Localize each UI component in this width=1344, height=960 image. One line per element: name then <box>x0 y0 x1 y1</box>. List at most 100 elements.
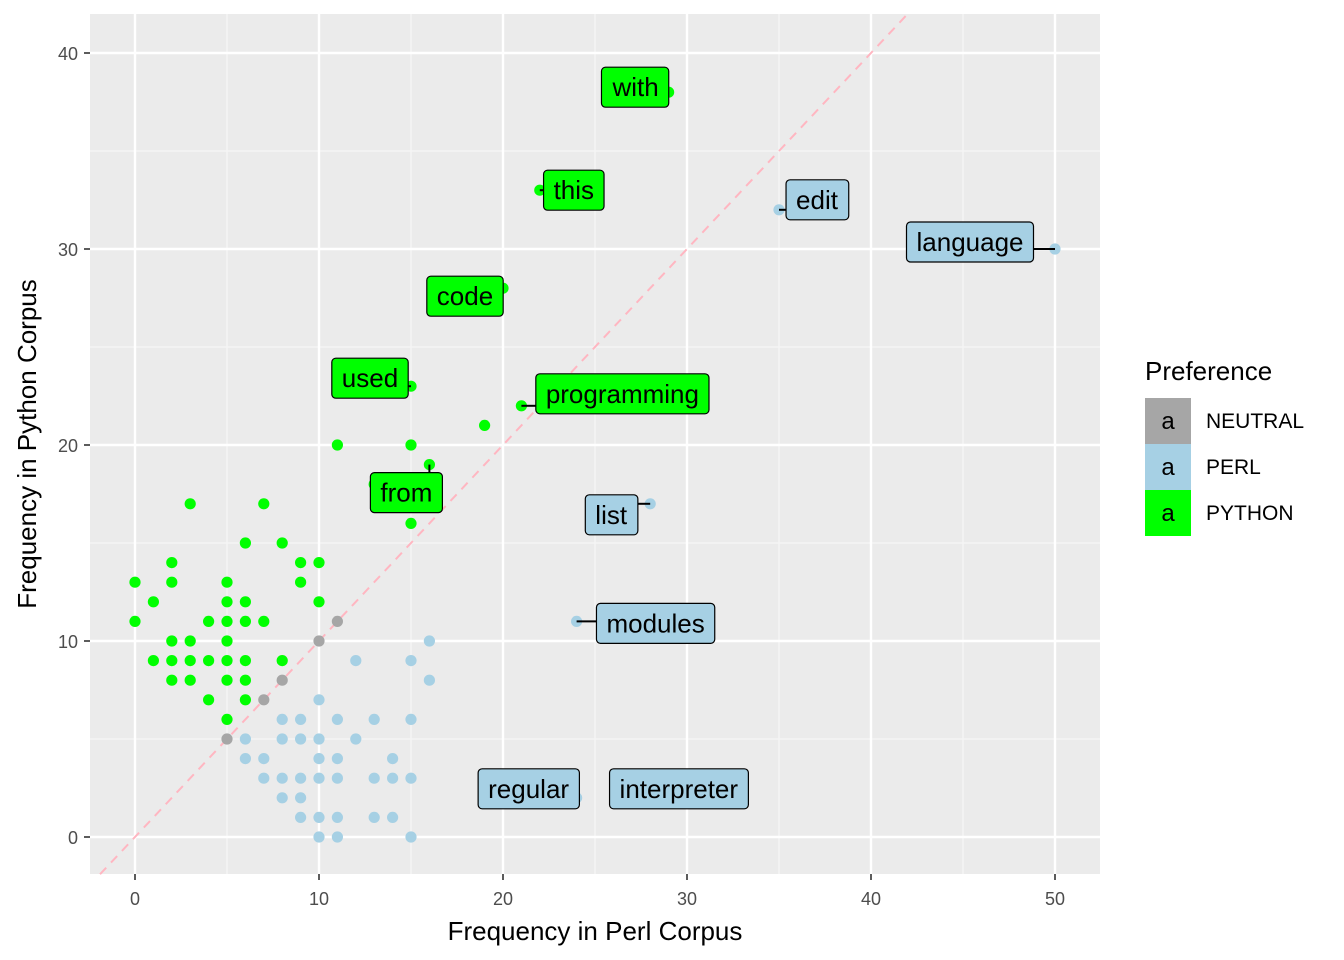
point-perl <box>313 811 325 824</box>
point-neutral <box>331 615 343 628</box>
point-perl <box>331 811 343 824</box>
legend-key-letter: a <box>1161 454 1175 481</box>
point-neutral <box>276 674 288 686</box>
reference-line <box>99 15 907 875</box>
point-label-text: this <box>554 175 594 205</box>
point-python <box>313 596 325 608</box>
point-perl <box>368 713 380 726</box>
point-label: code <box>426 275 504 317</box>
point-python <box>221 576 233 588</box>
point-label: this <box>539 169 605 211</box>
point-python <box>221 713 233 726</box>
point-label: used <box>331 357 411 399</box>
y-tick-label: 0 <box>68 828 78 848</box>
label-box <box>477 768 581 810</box>
point-perl <box>239 753 251 765</box>
point-label: programming <box>521 373 710 415</box>
legend-label: PYTHON <box>1206 502 1294 525</box>
point-perl <box>405 772 417 784</box>
point-python <box>184 635 196 647</box>
y-axis-title: Frequency in Python Corpus <box>12 279 42 609</box>
point-python <box>184 655 196 667</box>
point-perl <box>405 655 417 667</box>
y-tick-label: 20 <box>58 436 78 456</box>
point-python <box>295 557 307 569</box>
x-tick-label: 0 <box>130 889 140 909</box>
point-python <box>147 655 159 667</box>
point-perl <box>258 772 270 784</box>
point-label-text: language <box>917 227 1024 257</box>
legend-key-letter: a <box>1161 408 1175 435</box>
point-python <box>239 615 251 628</box>
point-label: with <box>600 66 670 108</box>
point-python <box>221 635 233 647</box>
point-python <box>276 537 288 549</box>
x-tick-label: 20 <box>493 889 513 909</box>
point-python <box>203 615 215 628</box>
y-tick-label: 40 <box>58 44 78 64</box>
point-python <box>331 439 343 451</box>
point-python <box>147 596 159 608</box>
point-perl <box>368 811 380 824</box>
point-label: list <box>584 494 651 536</box>
point-python <box>184 498 196 510</box>
point-python <box>203 655 215 667</box>
point-python <box>405 439 417 451</box>
point-label-text: with <box>611 72 658 102</box>
label-box <box>905 221 1035 263</box>
axes: 0 10 20 30 40 50 0 10 20 30 40 <box>58 44 1065 909</box>
point-label: interpreter <box>608 768 749 810</box>
point-label-text: list <box>595 500 628 530</box>
point-python <box>166 576 178 588</box>
point-perl <box>276 713 288 726</box>
x-tick-label: 10 <box>309 889 329 909</box>
point-python <box>479 419 491 431</box>
point-perl <box>387 811 399 824</box>
legend-key-perl <box>1145 444 1191 490</box>
point-perl <box>313 733 325 745</box>
point-python <box>405 517 417 530</box>
point-perl <box>313 753 325 765</box>
label-box <box>535 373 710 415</box>
point-python <box>166 557 178 569</box>
point-python <box>239 537 251 549</box>
label-box <box>426 275 504 317</box>
y-equals-x-line <box>99 15 907 875</box>
point-perl <box>331 753 343 765</box>
label-box <box>608 768 749 810</box>
point-perl <box>313 772 325 784</box>
point-python <box>276 655 288 667</box>
point-perl <box>350 733 362 745</box>
point-label-text: used <box>342 363 398 393</box>
point-perl <box>295 792 307 804</box>
legend-title: Preference <box>1145 356 1272 386</box>
point-perl <box>295 713 307 726</box>
point-python <box>221 596 233 608</box>
legend-key-neutral <box>1145 398 1191 444</box>
x-tick-label: 50 <box>1045 889 1065 909</box>
point-label-text: edit <box>796 185 839 215</box>
point-label: language <box>905 221 1055 263</box>
x-tick-label: 30 <box>677 889 697 909</box>
legend: Preference a NEUTRAL a PERL a PYTHON <box>1145 356 1304 536</box>
legend-label: PERL <box>1206 456 1261 479</box>
point-perl <box>295 733 307 745</box>
point-neutral <box>313 635 325 647</box>
point-perl <box>276 772 288 784</box>
point-perl <box>239 733 251 745</box>
y-tick-label: 30 <box>58 240 78 260</box>
legend-key-letter: a <box>1161 500 1175 527</box>
point-perl <box>258 753 270 765</box>
point-label-text: code <box>437 281 493 311</box>
y-tick-label: 10 <box>58 632 78 652</box>
point-perl <box>405 713 417 726</box>
point-labels: with this edit language code used programming f… <box>331 66 1055 810</box>
point-perl <box>276 733 288 745</box>
point-python <box>258 615 270 628</box>
point-python <box>239 655 251 667</box>
point-python <box>166 674 178 686</box>
point-python <box>239 674 251 686</box>
label-box <box>369 472 443 514</box>
point-perl <box>276 792 288 804</box>
